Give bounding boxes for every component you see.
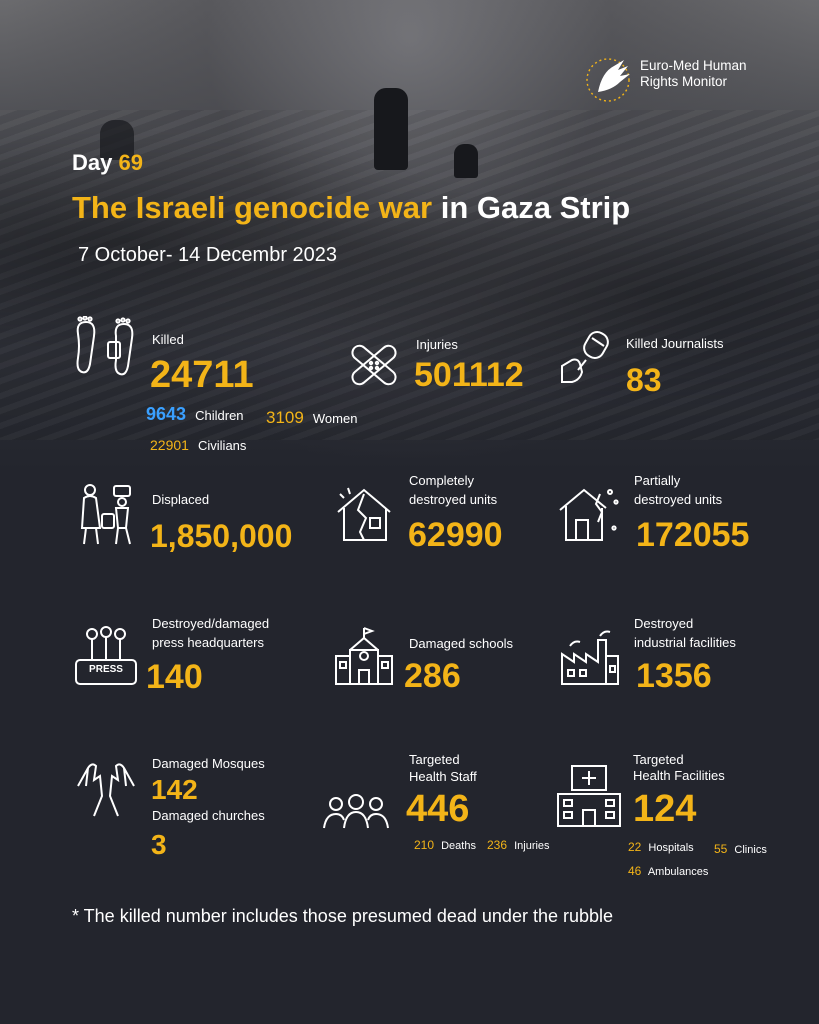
health-staff-label-2: Health Staff (409, 769, 477, 784)
health-facilities-label-1: Targeted (633, 752, 684, 767)
clinics-value: 55 (714, 842, 728, 856)
displaced-value: 1,850,000 (150, 518, 293, 554)
praying-hands-icon (72, 756, 140, 822)
health-staff-deaths: 210 Deaths (414, 838, 476, 852)
staff-injuries-value: 236 (487, 838, 508, 852)
destroyed-units-label-1: Completely (409, 473, 475, 488)
killed-civilians: 22901 Civilians (150, 437, 246, 453)
day-label: Day (72, 150, 113, 175)
health-facilities-label-2: Health Facilities (633, 768, 725, 783)
school-building-icon (332, 626, 396, 688)
injuries-label: Injuries (416, 337, 458, 352)
hospital-icon (556, 764, 622, 828)
health-clinics: 55 Clinics (714, 842, 767, 856)
logo-line-1: Euro-Med Human (640, 58, 747, 73)
silhouette-figure (454, 144, 478, 178)
cracked-house-icon (556, 484, 622, 546)
health-staff-value: 446 (406, 788, 470, 830)
children-value: 9643 (146, 404, 187, 424)
silhouette-figure (374, 88, 408, 170)
schools-label: Damaged schools (409, 636, 514, 651)
killed-value: 24711 (150, 354, 254, 396)
ambulances-value: 46 (628, 864, 642, 878)
day-counter: Day 69 (72, 150, 143, 176)
killed-women: 3109 Women (266, 408, 357, 428)
schools-value: 286 (404, 657, 461, 695)
women-label: Women (312, 411, 358, 426)
displaced-label: Displaced (152, 492, 210, 507)
displaced-people-icon (74, 482, 140, 548)
civilians-value: 22901 (150, 437, 189, 453)
press-hq-value: 140 (146, 658, 203, 696)
press-text: PRESS (89, 664, 123, 675)
journalists-label: Killed Journalists (626, 336, 724, 351)
destroyed-units-value: 62990 (408, 516, 503, 554)
children-label: Children (195, 408, 244, 423)
clinics-label: Clinics (734, 844, 767, 856)
title-rest: in Gaza Strip (440, 190, 631, 225)
hospitals-label: Hospitals (648, 842, 694, 854)
bandage-icon (344, 338, 404, 392)
ambulances-label: Ambulances (647, 866, 709, 878)
dove-hand-icon (584, 54, 636, 104)
churches-value: 3 (151, 829, 167, 860)
press-podium-icon: PRESS (72, 624, 140, 688)
footprints-icon (70, 315, 140, 378)
health-facilities-value: 124 (633, 788, 697, 830)
journalists-value: 83 (626, 362, 662, 398)
day-number: 69 (118, 150, 143, 175)
health-hospitals: 22 Hospitals (628, 840, 694, 854)
destroyed-units-label-2: destroyed units (409, 492, 498, 507)
civilians-label: Civilians (198, 438, 247, 453)
journalist-microphone-icon (556, 326, 618, 388)
destroyed-house-icon (334, 484, 396, 546)
industrial-label-2: industrial facilities (634, 635, 736, 650)
industrial-label-1: Destroyed (634, 616, 694, 631)
logo-line-2: Rights Monitor (640, 74, 728, 89)
health-staff-icon (322, 794, 390, 830)
killed-children: 9643 Children (146, 404, 244, 425)
killed-label: Killed (152, 332, 184, 347)
silhouette-figure (100, 120, 134, 160)
industrial-value: 1356 (636, 657, 712, 695)
press-hq-label-1: Destroyed/damaged (152, 616, 270, 631)
injuries-value: 501112 (414, 356, 524, 394)
factory-icon (556, 626, 622, 688)
rubble-texture (0, 110, 819, 440)
deaths-label: Deaths (441, 840, 476, 852)
mosques-label: Damaged Mosques (152, 756, 265, 771)
health-ambulances: 46 Ambulances (628, 864, 708, 878)
hospitals-value: 22 (628, 840, 642, 854)
partial-units-label-2: destroyed units (634, 492, 723, 507)
hero-photo (0, 0, 819, 470)
date-range: 7 October- 14 Decembr 2023 (78, 244, 338, 266)
mosques-value: 142 (151, 774, 198, 805)
euro-med-logo: Euro-Med Human Rights Monitor (584, 54, 764, 104)
churches-label: Damaged churches (152, 808, 265, 823)
partial-units-label-1: Partially (634, 473, 681, 488)
partial-units-value: 172055 (636, 516, 750, 554)
deaths-value: 210 (414, 838, 435, 852)
staff-injuries-label: Injuries (514, 840, 550, 852)
title-highlight: The Israeli genocide war (72, 190, 433, 225)
women-value: 3109 (266, 408, 304, 427)
health-staff-label-1: Targeted (409, 752, 460, 767)
press-hq-label-2: press headquarters (152, 635, 265, 650)
health-staff-injuries: 236 Injuries (487, 838, 550, 852)
page-title: The Israeli genocide war in Gaza Strip (72, 190, 630, 226)
footnote: * The killed number includes those presu… (72, 906, 614, 926)
